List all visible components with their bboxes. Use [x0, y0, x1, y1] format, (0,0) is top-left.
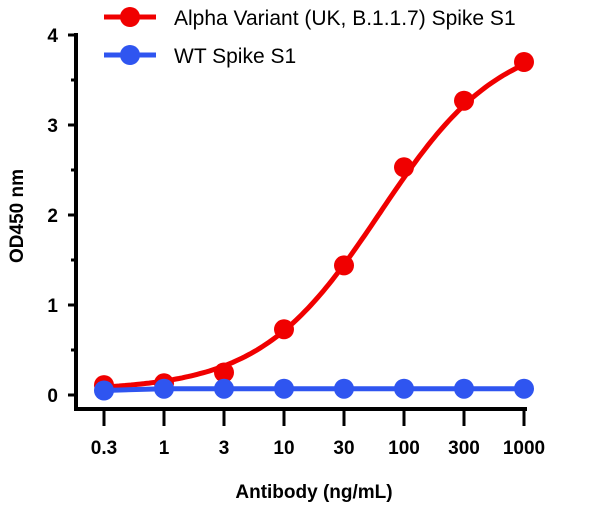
x-tick-label: 1	[159, 438, 170, 459]
x-tick-label: 0.3	[91, 438, 117, 459]
series-wt-point	[154, 378, 174, 399]
series-wt-point	[454, 378, 474, 399]
legend: Alpha Variant (UK, B.1.1.7) Spike S1 WT …	[104, 7, 516, 68]
series-alpha-point	[454, 90, 474, 111]
y-tick-label: 0	[47, 386, 58, 407]
y-axis-label: OD450 nm	[7, 169, 28, 263]
series-wt-point	[514, 378, 534, 399]
x-tick-label: 100	[388, 438, 420, 459]
y-tick-label: 3	[47, 116, 58, 137]
series-wt-point	[274, 378, 294, 399]
x-axis-label: Antibody (ng/mL)	[235, 482, 392, 503]
y-tick-label: 4	[47, 26, 58, 47]
y-tick-label: 1	[47, 296, 58, 317]
legend-label-alpha: Alpha Variant (UK, B.1.1.7) Spike S1	[174, 7, 516, 30]
x-tick-label: 1000	[503, 438, 545, 459]
legend-marker-alpha	[120, 7, 140, 27]
series-wt-point	[394, 378, 414, 399]
series-alpha-point	[334, 255, 354, 276]
series-alpha-point	[274, 319, 294, 340]
x-tick-label: 3	[219, 438, 230, 459]
legend-label-wt: WT Spike S1	[174, 45, 296, 68]
series-alpha-point	[514, 52, 534, 72]
y-tick-label: 2	[47, 206, 58, 227]
series	[94, 52, 534, 401]
series-alpha-fit-curve	[103, 62, 526, 390]
series-wt-point	[94, 380, 114, 401]
legend-marker-wt	[120, 45, 140, 65]
series-alpha-point	[214, 362, 234, 383]
x-tick-label: 10	[273, 438, 294, 459]
x-tick-label: 300	[448, 438, 480, 459]
axes: 0 1 2 3 4 0.3 1 3 10 30 100 300 1000	[47, 26, 545, 459]
series-wt-point	[214, 378, 234, 399]
x-tick-label: 30	[333, 438, 354, 459]
series-wt-point	[334, 378, 354, 399]
series-alpha-point	[394, 157, 414, 178]
